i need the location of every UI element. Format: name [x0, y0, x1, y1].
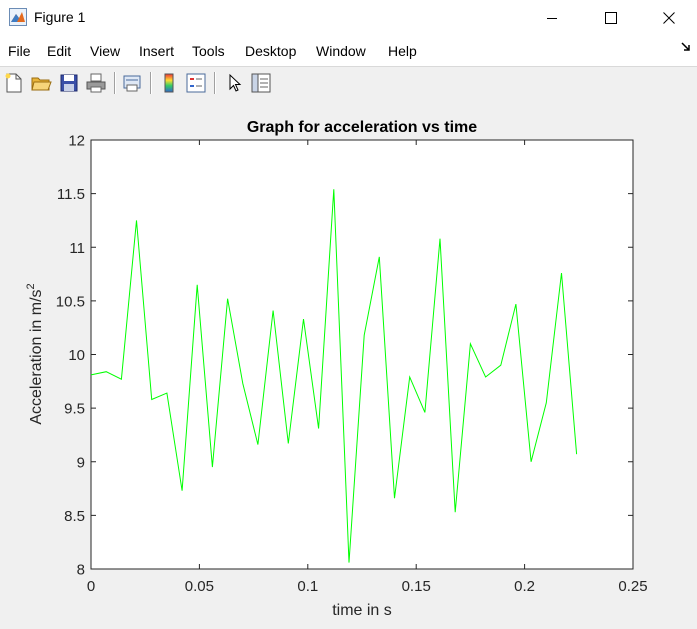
y-tick-label: 8.5: [64, 508, 85, 525]
menu-bar: File Edit View Insert Tools Desktop Wind…: [0, 36, 697, 66]
x-tick-label: 0: [87, 578, 95, 595]
new-figure-icon[interactable]: [3, 72, 25, 94]
menu-edit[interactable]: Edit: [47, 43, 72, 59]
open-file-icon[interactable]: [30, 72, 52, 94]
menu-view[interactable]: View: [90, 43, 121, 59]
menu-file[interactable]: File: [8, 43, 31, 59]
menu-insert[interactable]: Insert: [139, 43, 175, 59]
y-tick-label: 10: [68, 347, 85, 364]
x-tick-label: 0.05: [185, 578, 214, 595]
colorbar-icon[interactable]: [158, 72, 180, 94]
close-icon: [663, 12, 675, 24]
menu-window[interactable]: Window: [316, 43, 366, 59]
toolbar-separator: [150, 72, 152, 94]
pointer-icon[interactable]: [224, 72, 246, 94]
x-tick-label: 0.2: [514, 578, 535, 595]
dock-figure-icon[interactable]: [681, 42, 691, 52]
y-axis: 8 8.5 9 9.5 10 10.5 11 11.5 12: [56, 133, 633, 579]
property-editor-icon[interactable]: [250, 72, 272, 94]
acceleration-chart[interactable]: Graph for acceleration vs time 8 8.5 9 9.5 1…: [0, 99, 697, 624]
minimize-icon: [547, 18, 557, 19]
menu-help[interactable]: Help: [388, 43, 417, 59]
y-tick-label: 10.5: [56, 293, 85, 310]
maximize-button[interactable]: [588, 0, 634, 36]
figure-canvas: Graph for acceleration vs time 8 8.5 9 9.5 1…: [0, 99, 697, 624]
x-tick-label: 0.25: [618, 578, 647, 595]
window-title: Figure 1: [34, 9, 86, 25]
matlab-figure-icon: [9, 8, 27, 26]
y-tick-label: 12: [68, 133, 85, 150]
close-button[interactable]: [646, 0, 692, 36]
toolbar-separator: [114, 72, 116, 94]
print-icon[interactable]: [85, 72, 107, 94]
axes-background: [90, 139, 634, 570]
figure-toolbar: [0, 66, 697, 100]
y-tick-label: 11.5: [57, 186, 85, 203]
x-axis-label: time in s: [332, 602, 392, 619]
x-axis: 0 0.05 0.1 0.15 0.2 0.25: [87, 140, 648, 595]
toolbar-separator: [214, 72, 216, 94]
save-icon[interactable]: [58, 72, 80, 94]
chart-title: Graph for acceleration vs time: [247, 119, 477, 136]
y-tick-label: 9: [77, 454, 85, 471]
print-preview-icon[interactable]: [121, 72, 143, 94]
legend-icon[interactable]: [185, 72, 207, 94]
x-tick-label: 0.1: [297, 578, 318, 595]
title-bar: Figure 1: [0, 0, 697, 36]
minimize-button[interactable]: [529, 0, 575, 36]
x-tick-label: 0.15: [402, 578, 431, 595]
plot-lines: [90, 189, 578, 563]
y-axis-label-superscript: 2: [25, 283, 37, 289]
menu-tools[interactable]: Tools: [192, 43, 225, 59]
y-tick-label: 11: [69, 240, 85, 257]
y-axis-label-text: Acceleration in m/s: [28, 289, 45, 424]
maximize-icon: [605, 12, 617, 24]
series-line: [90, 189, 578, 563]
y-axis-label: Acceleration in m/s2: [25, 283, 45, 424]
menu-desktop[interactable]: Desktop: [245, 43, 297, 59]
y-tick-label: 8: [77, 562, 85, 579]
y-tick-label: 9.5: [64, 401, 85, 418]
